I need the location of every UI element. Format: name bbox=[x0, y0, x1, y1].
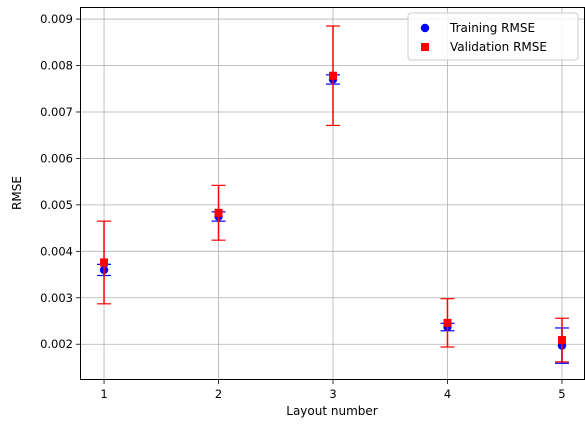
y-tick-label: 0.009 bbox=[40, 12, 73, 26]
x-tick-label: 4 bbox=[444, 387, 451, 401]
legend-label-training: Training RMSE bbox=[449, 21, 535, 35]
y-tick-label: 0.005 bbox=[40, 198, 73, 212]
data-point bbox=[214, 208, 223, 217]
legend-marker-validation bbox=[421, 43, 429, 51]
legend: Training RMSE Validation RMSE bbox=[407, 12, 579, 61]
x-tick-label: 5 bbox=[558, 387, 565, 401]
data-point bbox=[329, 71, 337, 80]
legend-marker-training bbox=[420, 23, 430, 33]
y-tick-label: 0.007 bbox=[40, 105, 73, 119]
x-tick-label: 1 bbox=[100, 387, 107, 401]
x-axis: 1 2 3 4 5 bbox=[100, 380, 566, 401]
y-tick-label: 0.008 bbox=[40, 59, 73, 73]
y-tick-label: 0.003 bbox=[40, 291, 73, 305]
y-tick-label: 0.006 bbox=[40, 151, 73, 165]
y-tick-label: 0.002 bbox=[40, 337, 73, 351]
series-validation bbox=[97, 25, 569, 363]
data-point bbox=[443, 318, 452, 327]
y-axis: 0.002 0.003 0.004 0.005 0.006 0.007 0.008 0.009 bbox=[40, 12, 80, 351]
data-point bbox=[557, 336, 566, 345]
y-tick-label: 0.004 bbox=[40, 244, 73, 258]
x-tick-label: 3 bbox=[329, 387, 336, 401]
data-point bbox=[100, 258, 109, 267]
series-layer bbox=[97, 25, 569, 364]
legend-box bbox=[407, 12, 579, 61]
x-axis-label: Layout number bbox=[286, 404, 378, 418]
y-axis-label: RMSE bbox=[10, 176, 24, 210]
x-tick-label: 2 bbox=[215, 387, 222, 401]
legend-label-validation: Validation RMSE bbox=[450, 40, 547, 54]
